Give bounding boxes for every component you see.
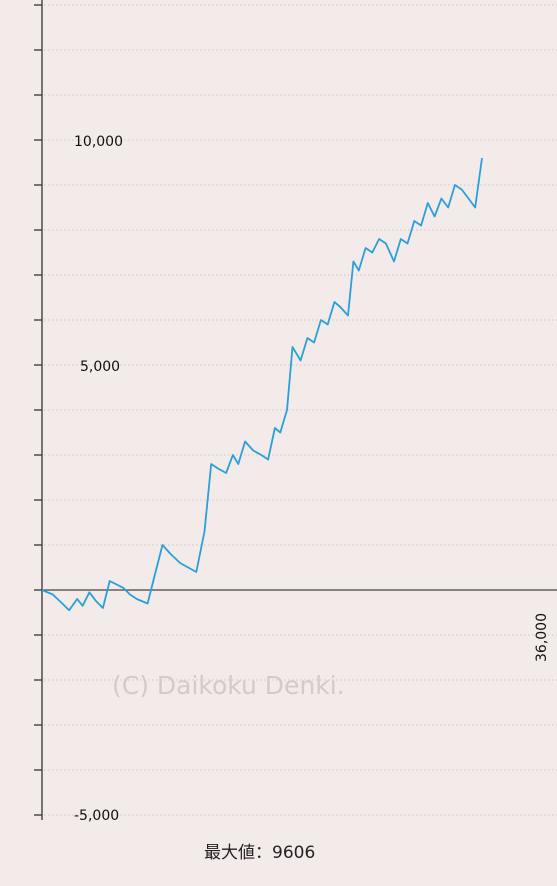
watermark-text: (C) Daikoku Denki. (112, 671, 345, 700)
y-tick-label-5000: 5,000 (80, 359, 120, 375)
minor-grid (44, 4, 557, 816)
y-tick-label-minus-5000: -5,000 (74, 808, 119, 824)
y-tick-label-10000: 10,000 (74, 134, 123, 150)
max-value-label: 最大値：9606 (204, 843, 315, 863)
series-line (41, 157, 483, 612)
y-axis-ticks (34, 4, 42, 816)
x-tick-label-36000: 36,000 (534, 613, 550, 662)
